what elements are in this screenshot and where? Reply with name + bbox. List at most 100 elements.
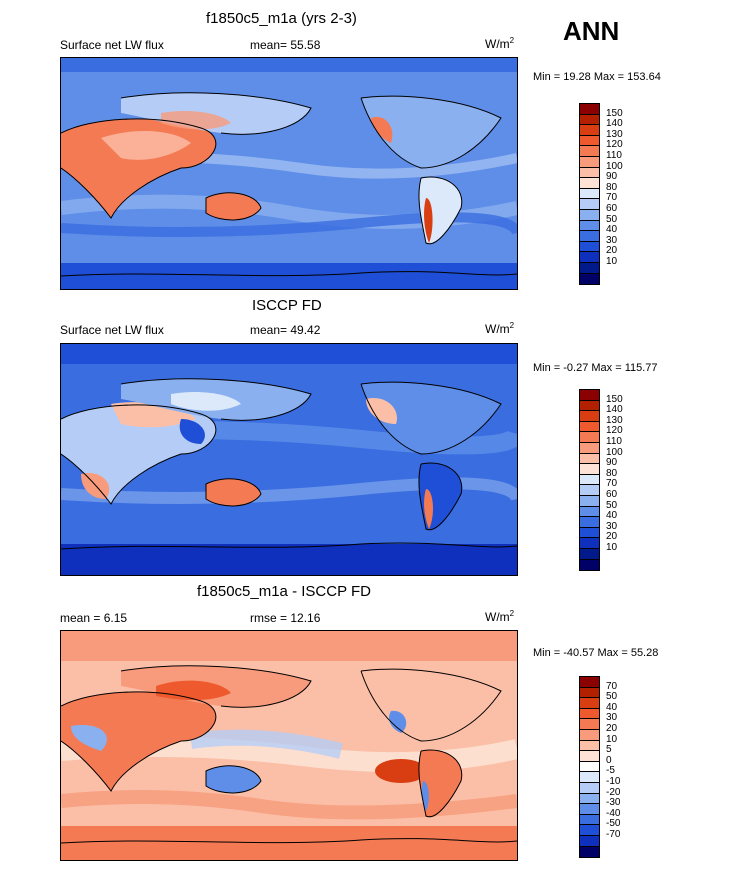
colorbar-swatch bbox=[580, 474, 599, 486]
colorbar-swatch bbox=[580, 241, 599, 253]
colorbar-swatch bbox=[580, 411, 599, 422]
colorbar-swatch bbox=[580, 156, 599, 168]
colorbar-tick-label: -40 bbox=[606, 807, 621, 819]
panel1-colorbar bbox=[579, 103, 600, 286]
colorbar-tick-label: 10 bbox=[606, 256, 618, 267]
colorbar-swatch bbox=[580, 178, 599, 189]
colorbar-tick-label: 50 bbox=[606, 213, 618, 225]
colorbar-swatch bbox=[580, 814, 599, 826]
colorbar-tick-label: -5 bbox=[606, 765, 615, 777]
colorbar-tick-label: 30 bbox=[606, 520, 618, 532]
colorbar-swatch bbox=[580, 114, 599, 126]
panel3-map bbox=[60, 630, 518, 861]
colorbar-swatch bbox=[580, 835, 599, 847]
panel2-mean: mean= 49.42 bbox=[250, 323, 320, 337]
panel1-mean-label: mean= bbox=[250, 38, 288, 52]
colorbar-tick-label: 20 bbox=[606, 723, 618, 734]
panel3-minmax: Min = -40.57 Max = 55.28 bbox=[533, 647, 659, 659]
colorbar-swatch bbox=[580, 231, 599, 242]
season-label: ANN bbox=[563, 16, 620, 46]
colorbar-tick-label: 150 bbox=[606, 393, 623, 405]
panel1-mean-value: 55.58 bbox=[290, 38, 321, 52]
colorbar-tick-label: 130 bbox=[606, 128, 623, 140]
colorbar-swatch bbox=[580, 793, 599, 805]
colorbar-tick-label: 90 bbox=[606, 171, 618, 183]
colorbar-tick-label: 80 bbox=[606, 467, 618, 479]
colorbar-tick-label: 30 bbox=[606, 712, 618, 724]
colorbar-swatch bbox=[580, 804, 599, 815]
colorbar-tick-label: 130 bbox=[606, 414, 623, 426]
colorbar-tick-label: 140 bbox=[606, 404, 623, 416]
panel3-rmse: rmse = 12.16 bbox=[250, 611, 320, 625]
panel1-mean: mean= 55.58 bbox=[250, 38, 320, 52]
panel2-units: W/m2 bbox=[485, 321, 515, 336]
colorbar-tick-label: 60 bbox=[606, 203, 618, 214]
colorbar-swatch bbox=[580, 262, 599, 274]
panel3-colorbar bbox=[579, 676, 600, 859]
colorbar-swatch bbox=[580, 125, 599, 136]
colorbar-tick-label: 40 bbox=[606, 510, 618, 522]
colorbar-swatch bbox=[580, 220, 599, 232]
colorbar-swatch bbox=[580, 708, 599, 720]
colorbar-tick-label: 10 bbox=[606, 733, 618, 745]
colorbar-swatch bbox=[580, 495, 599, 507]
colorbar-swatch bbox=[580, 167, 599, 179]
colorbar-swatch bbox=[580, 538, 599, 549]
colorbar-swatch bbox=[580, 761, 599, 773]
panel3-mean-label: mean = 6.15 bbox=[60, 611, 128, 625]
colorbar-tick-label: 40 bbox=[606, 224, 618, 236]
colorbar-tick-label: 70 bbox=[606, 680, 618, 692]
colorbar-tick-label: 20 bbox=[606, 245, 618, 257]
panel2-map bbox=[60, 343, 518, 576]
colorbar-tick-label: 120 bbox=[606, 139, 623, 151]
colorbar-swatch bbox=[580, 740, 599, 752]
panel3-units: W/m2 bbox=[485, 609, 515, 624]
colorbar-tick-label: 60 bbox=[606, 489, 618, 500]
colorbar-swatch bbox=[580, 188, 599, 200]
colorbar-tick-label: 30 bbox=[606, 234, 618, 246]
colorbar-tick-label: 0 bbox=[606, 754, 612, 766]
colorbar-tick-label: 110 bbox=[606, 150, 622, 161]
colorbar-swatch bbox=[580, 517, 599, 528]
colorbar-swatch bbox=[580, 464, 599, 475]
colorbar-tick-label: 50 bbox=[606, 499, 618, 511]
colorbar-swatch bbox=[580, 104, 599, 115]
colorbar-swatch bbox=[580, 825, 599, 836]
colorbar-swatch bbox=[580, 432, 599, 443]
colorbar-tick-label: -50 bbox=[606, 818, 621, 830]
panel3-rmse-label: rmse = bbox=[250, 611, 288, 625]
colorbar-tick-label: 40 bbox=[606, 701, 618, 713]
colorbar-tick-label: 150 bbox=[606, 107, 623, 119]
colorbar-tick-label: -70 bbox=[606, 829, 621, 840]
panel2-variable-label: Surface net LW flux bbox=[60, 323, 164, 337]
panel1-units: W/m2 bbox=[485, 36, 515, 51]
colorbar-swatch bbox=[580, 252, 599, 263]
panel3-title: f1850c5_m1a - ISCCP FD bbox=[197, 583, 371, 600]
colorbar-tick-label: 70 bbox=[606, 192, 618, 204]
colorbar-swatch bbox=[580, 421, 599, 433]
colorbar-swatch bbox=[580, 751, 599, 762]
panel1-map bbox=[60, 57, 518, 290]
colorbar-swatch bbox=[580, 846, 599, 858]
colorbar-swatch bbox=[580, 559, 599, 571]
colorbar-tick-label: 20 bbox=[606, 531, 618, 543]
colorbar-swatch bbox=[580, 146, 599, 157]
colorbar-swatch bbox=[580, 485, 599, 496]
colorbar-swatch bbox=[580, 729, 599, 741]
colorbar-swatch bbox=[580, 209, 599, 221]
colorbar-swatch bbox=[580, 390, 599, 401]
colorbar-tick-label: 50 bbox=[606, 691, 618, 703]
colorbar-tick-label: -30 bbox=[606, 797, 621, 809]
colorbar-tick-label: 80 bbox=[606, 181, 618, 193]
colorbar-tick-label: 140 bbox=[606, 118, 623, 130]
panel2-colorbar bbox=[579, 389, 600, 572]
colorbar-swatch bbox=[580, 527, 599, 539]
colorbar-swatch bbox=[580, 698, 599, 709]
colorbar-swatch bbox=[580, 135, 599, 147]
colorbar-tick-label: 110 bbox=[606, 436, 622, 447]
panel2-title: ISCCP FD bbox=[252, 297, 322, 314]
colorbar-tick-label: 120 bbox=[606, 425, 623, 437]
colorbar-swatch bbox=[580, 548, 599, 560]
colorbar-swatch bbox=[580, 400, 599, 412]
colorbar-tick-label: -10 bbox=[606, 776, 621, 787]
